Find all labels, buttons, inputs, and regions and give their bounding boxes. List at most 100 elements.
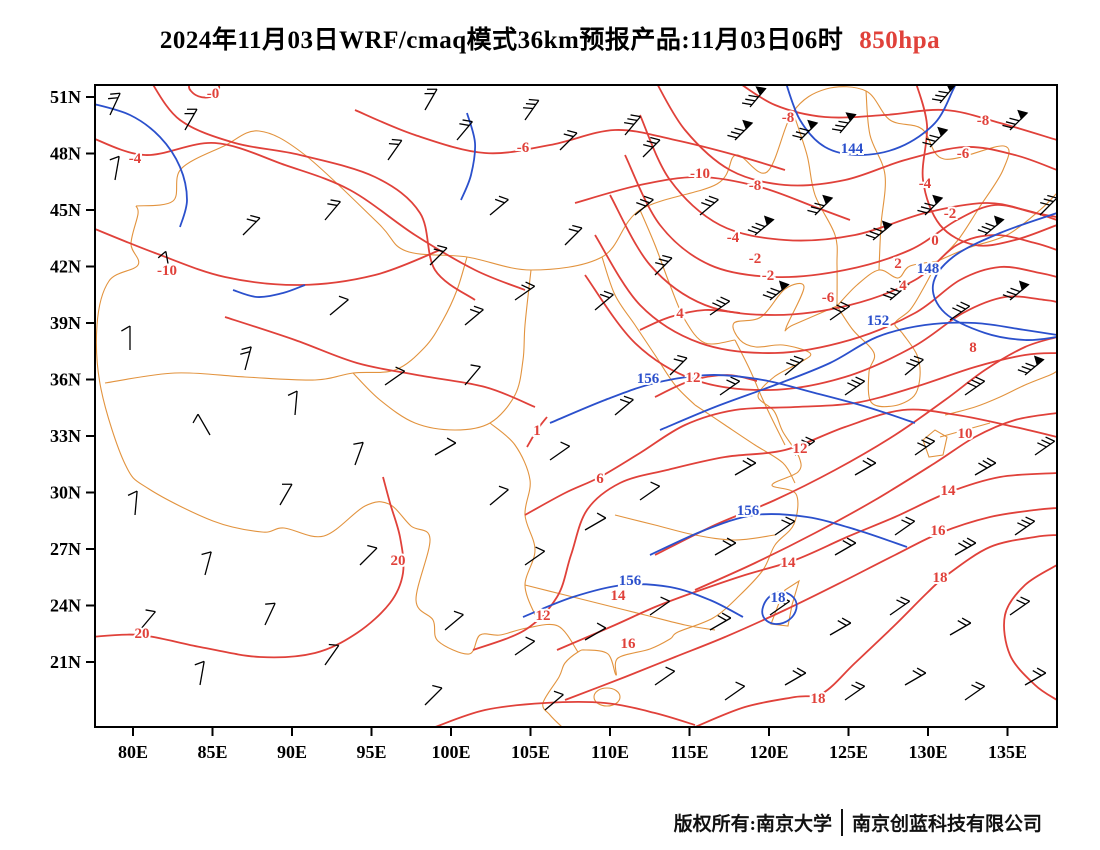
wind-barb xyxy=(784,667,807,686)
temperature-contour-line xyxy=(1003,564,1057,701)
temperature-contour-line xyxy=(472,408,1057,651)
wind-barb xyxy=(329,295,349,316)
temperature-contour-label: -4 xyxy=(129,151,142,167)
coastline-path xyxy=(104,256,468,384)
wind-barb xyxy=(794,436,816,456)
wind-barb xyxy=(831,112,857,134)
wind-barb xyxy=(194,660,205,686)
temperature-contour-line xyxy=(354,109,786,171)
temperature-contour-line xyxy=(584,274,1057,391)
wind-barb-flag xyxy=(898,280,910,291)
temperature-contour-label: -8 xyxy=(782,110,795,126)
wind-barb xyxy=(977,215,1005,236)
title-pressure-level: 850hpa xyxy=(859,27,941,54)
map-plot-area: -0-4-6-10-8 -8-6-8 -4-2-4 0-2-224-10-648121… xyxy=(95,85,1057,727)
geopotential-contour-line xyxy=(761,591,798,625)
temperature-contour-label: 14 xyxy=(941,483,957,499)
coastline-path xyxy=(352,269,532,431)
wind-barb-flag xyxy=(993,215,1005,226)
wind-barb-flag xyxy=(1033,355,1045,366)
temperature-contour-label: 2 xyxy=(894,256,902,272)
coastline-path xyxy=(694,404,796,484)
x-axis-label: 100E xyxy=(431,742,470,762)
temperature-contour-label: 4 xyxy=(676,306,684,322)
wind-barb xyxy=(1039,194,1057,216)
wind-barb xyxy=(854,457,877,476)
wind-barb-flag xyxy=(946,85,956,92)
geopotential-contour-line xyxy=(522,583,744,618)
y-axis-label: 42N xyxy=(50,257,81,277)
coastline-path xyxy=(944,370,1057,416)
y-axis-label: 27N xyxy=(50,539,81,559)
wind-barb xyxy=(523,98,540,121)
temperature-contour-label: -6 xyxy=(822,290,835,306)
wind-barb-flag xyxy=(755,86,767,96)
x-axis-label: 115E xyxy=(670,742,708,762)
company-text: 南京创蓝科技有限公司 xyxy=(851,814,1042,835)
wind-barb xyxy=(559,129,578,151)
wind-barb xyxy=(456,119,473,141)
wind-barb xyxy=(353,441,364,466)
wind-barb-flag xyxy=(932,194,944,205)
wind-barb xyxy=(949,617,972,636)
y-axis-label: 48N xyxy=(50,144,81,164)
wind-barb xyxy=(384,366,406,386)
title-main: 2024年11月03日WRF/cmaq模式36km预报产品:11月03日06时 xyxy=(159,27,844,54)
temperature-contour-label: 16 xyxy=(621,636,637,652)
wind-barb xyxy=(734,457,757,476)
wind-barb-flag xyxy=(937,126,949,137)
wind-barb xyxy=(727,119,754,141)
temperature-contour-line xyxy=(434,701,696,727)
wind-barb xyxy=(807,194,834,216)
wind-barb xyxy=(157,250,171,276)
wind-barb xyxy=(584,512,607,531)
geopotential-contour-line xyxy=(232,284,306,298)
coastline-path xyxy=(865,90,886,271)
wind-barb xyxy=(524,546,546,566)
wind-barb xyxy=(724,681,746,701)
y-axis-label: 45N xyxy=(50,200,81,220)
temperature-contour-label: -6 xyxy=(957,146,970,162)
wind-barb xyxy=(109,155,120,181)
wind-barb xyxy=(424,88,438,111)
geopotential-contour-label: 156 xyxy=(619,573,642,589)
temperature-contour-label: 20 xyxy=(135,626,150,642)
geopotential-contour-line xyxy=(931,212,1057,341)
coastline-path xyxy=(939,422,991,438)
wind-barb-flag xyxy=(763,215,775,226)
temperature-contour-label: 4 xyxy=(899,278,907,294)
wind-barb xyxy=(464,364,481,386)
temperature-contour-line xyxy=(654,336,1057,556)
wind-barb-flag xyxy=(1017,109,1029,120)
temperature-contour-label: 1 xyxy=(533,423,541,439)
island-outline xyxy=(922,429,948,458)
temperature-contour-label: 14 xyxy=(781,555,797,571)
copyright-footer: 版权所有:南京大学 南京创蓝科技有限公司 xyxy=(674,809,1042,836)
temperature-contour-label: 16 xyxy=(931,523,947,539)
wind-barb-flag xyxy=(807,119,819,130)
temperature-contour-label: -4 xyxy=(727,230,740,246)
wind-barb-layer xyxy=(108,85,1057,711)
x-axis-label: 95E xyxy=(356,742,386,762)
footer-divider xyxy=(840,809,843,836)
wind-barb xyxy=(549,441,571,461)
y-axis-label: 30N xyxy=(50,483,81,503)
wind-barb xyxy=(514,281,536,301)
wind-barb xyxy=(359,544,378,566)
wind-barb xyxy=(564,224,583,246)
wind-barb xyxy=(1002,280,1030,301)
wind-barb xyxy=(974,457,997,476)
temperature-contour-label: 12 xyxy=(536,608,551,624)
geopotential-contour-label: 156 xyxy=(737,503,760,519)
temperature-contour-label: 12 xyxy=(686,370,701,386)
wind-barb xyxy=(489,195,509,216)
wind-barb xyxy=(387,138,403,161)
wind-barb xyxy=(844,681,866,701)
wind-barb xyxy=(709,612,732,631)
wind-barb xyxy=(834,537,857,556)
temperature-contour-line xyxy=(152,85,476,301)
wind-barb xyxy=(127,490,138,516)
wind-barb xyxy=(324,643,340,666)
wind-barb xyxy=(121,325,131,350)
